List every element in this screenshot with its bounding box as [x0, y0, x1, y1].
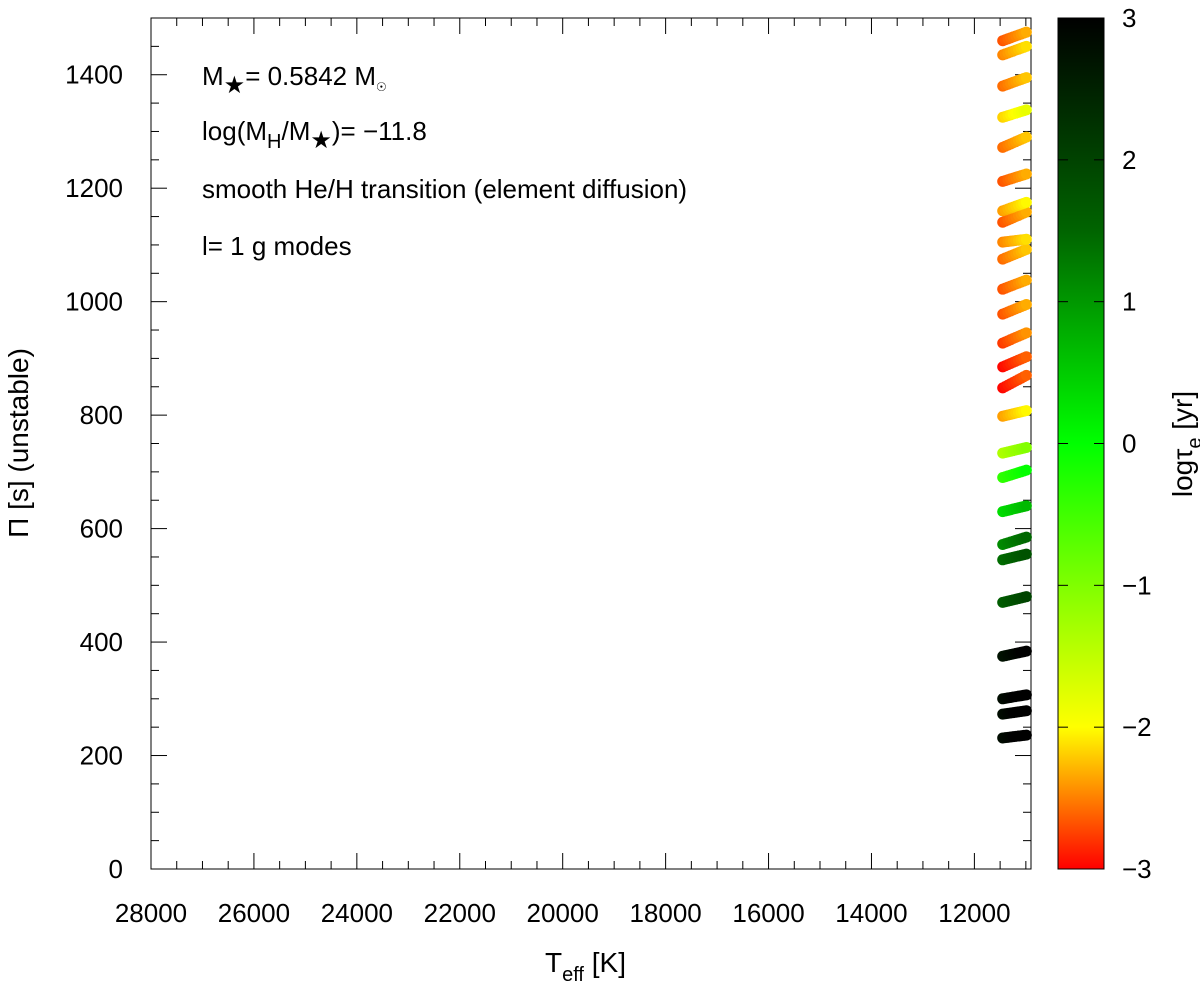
data-point — [1020, 645, 1032, 657]
annotation-modes: l= 1 g modes — [202, 231, 352, 261]
data-point — [1020, 299, 1032, 311]
data-point — [1020, 369, 1032, 381]
data-point — [1020, 531, 1032, 543]
annotation-transition: smooth He/H transition (element diffusio… — [202, 174, 687, 204]
data-point — [1020, 233, 1032, 245]
data-point — [1020, 327, 1032, 339]
colorbar-label: logτe [yr] — [1167, 391, 1200, 497]
y-tick-label: 1000 — [65, 287, 123, 317]
y-tick-labels: 0 200 400 600 800 1000 1200 1400 — [65, 60, 123, 884]
y-tick-label: 600 — [80, 514, 123, 544]
x-tick-label: 20000 — [527, 898, 599, 928]
data-point — [1020, 26, 1032, 38]
colorbar-tick-label: 2 — [1122, 145, 1136, 175]
y-axis-label: Π [s] (unstable) — [3, 348, 34, 538]
x-tick-label: 14000 — [835, 898, 907, 928]
data-point — [1020, 351, 1032, 363]
x-tick-label: 26000 — [218, 898, 290, 928]
y-tick-label: 800 — [80, 400, 123, 430]
plot-area — [150, 17, 1032, 870]
x-axis-label: Teff [K] — [545, 947, 626, 986]
data-point — [1020, 40, 1032, 52]
data-point — [1020, 168, 1032, 180]
data-point — [1020, 72, 1032, 84]
data-point — [1020, 243, 1032, 255]
colorbar-tick-label: −2 — [1122, 712, 1152, 742]
data-point — [1020, 196, 1032, 208]
data-point — [1020, 405, 1032, 417]
colorbar-tick-label: −1 — [1122, 570, 1152, 600]
data-point — [1020, 274, 1032, 286]
x-tick-label: 18000 — [629, 898, 701, 928]
y-tick-label: 400 — [80, 627, 123, 657]
x-tick-label: 28000 — [115, 898, 187, 928]
colorbar-tick-label: 3 — [1122, 3, 1136, 33]
x-tick-label: 16000 — [732, 898, 804, 928]
colorbar-tick-label: 0 — [1122, 429, 1136, 459]
y-tick-label: 1400 — [65, 60, 123, 90]
x-tick-label: 24000 — [321, 898, 393, 928]
data-points — [997, 26, 1032, 744]
annotation-mass: M★= 0.5842 M☉ — [202, 61, 387, 99]
data-point — [1020, 104, 1032, 116]
data-point — [1020, 705, 1032, 717]
data-point — [1020, 591, 1032, 603]
data-point — [1020, 131, 1032, 143]
colorbar-tick-label: −3 — [1122, 854, 1152, 884]
data-point — [1020, 500, 1032, 512]
colorbar-tick-labels: 3 2 1 0 −1 −2 −3 — [1122, 3, 1152, 884]
data-point — [1020, 689, 1032, 701]
y-tick-label: 1200 — [65, 173, 123, 203]
data-point — [1020, 441, 1032, 453]
y-tick-label: 200 — [80, 741, 123, 771]
colorbar-tick-label: 1 — [1122, 287, 1136, 317]
data-point — [1020, 729, 1032, 741]
annotation-hydrogen-mass: log(MH/M★)= −11.8 — [202, 116, 427, 154]
x-tick-label: 22000 — [424, 898, 496, 928]
colorbar-ticks — [1058, 17, 1104, 870]
data-point — [1020, 464, 1032, 476]
x-tick-labels: 28000 26000 24000 22000 20000 18000 16000 14000… — [115, 898, 1011, 928]
x-tick-label: 12000 — [938, 898, 1010, 928]
data-point — [1020, 548, 1032, 560]
y-tick-label: 0 — [109, 854, 123, 884]
data-point — [1020, 206, 1032, 218]
